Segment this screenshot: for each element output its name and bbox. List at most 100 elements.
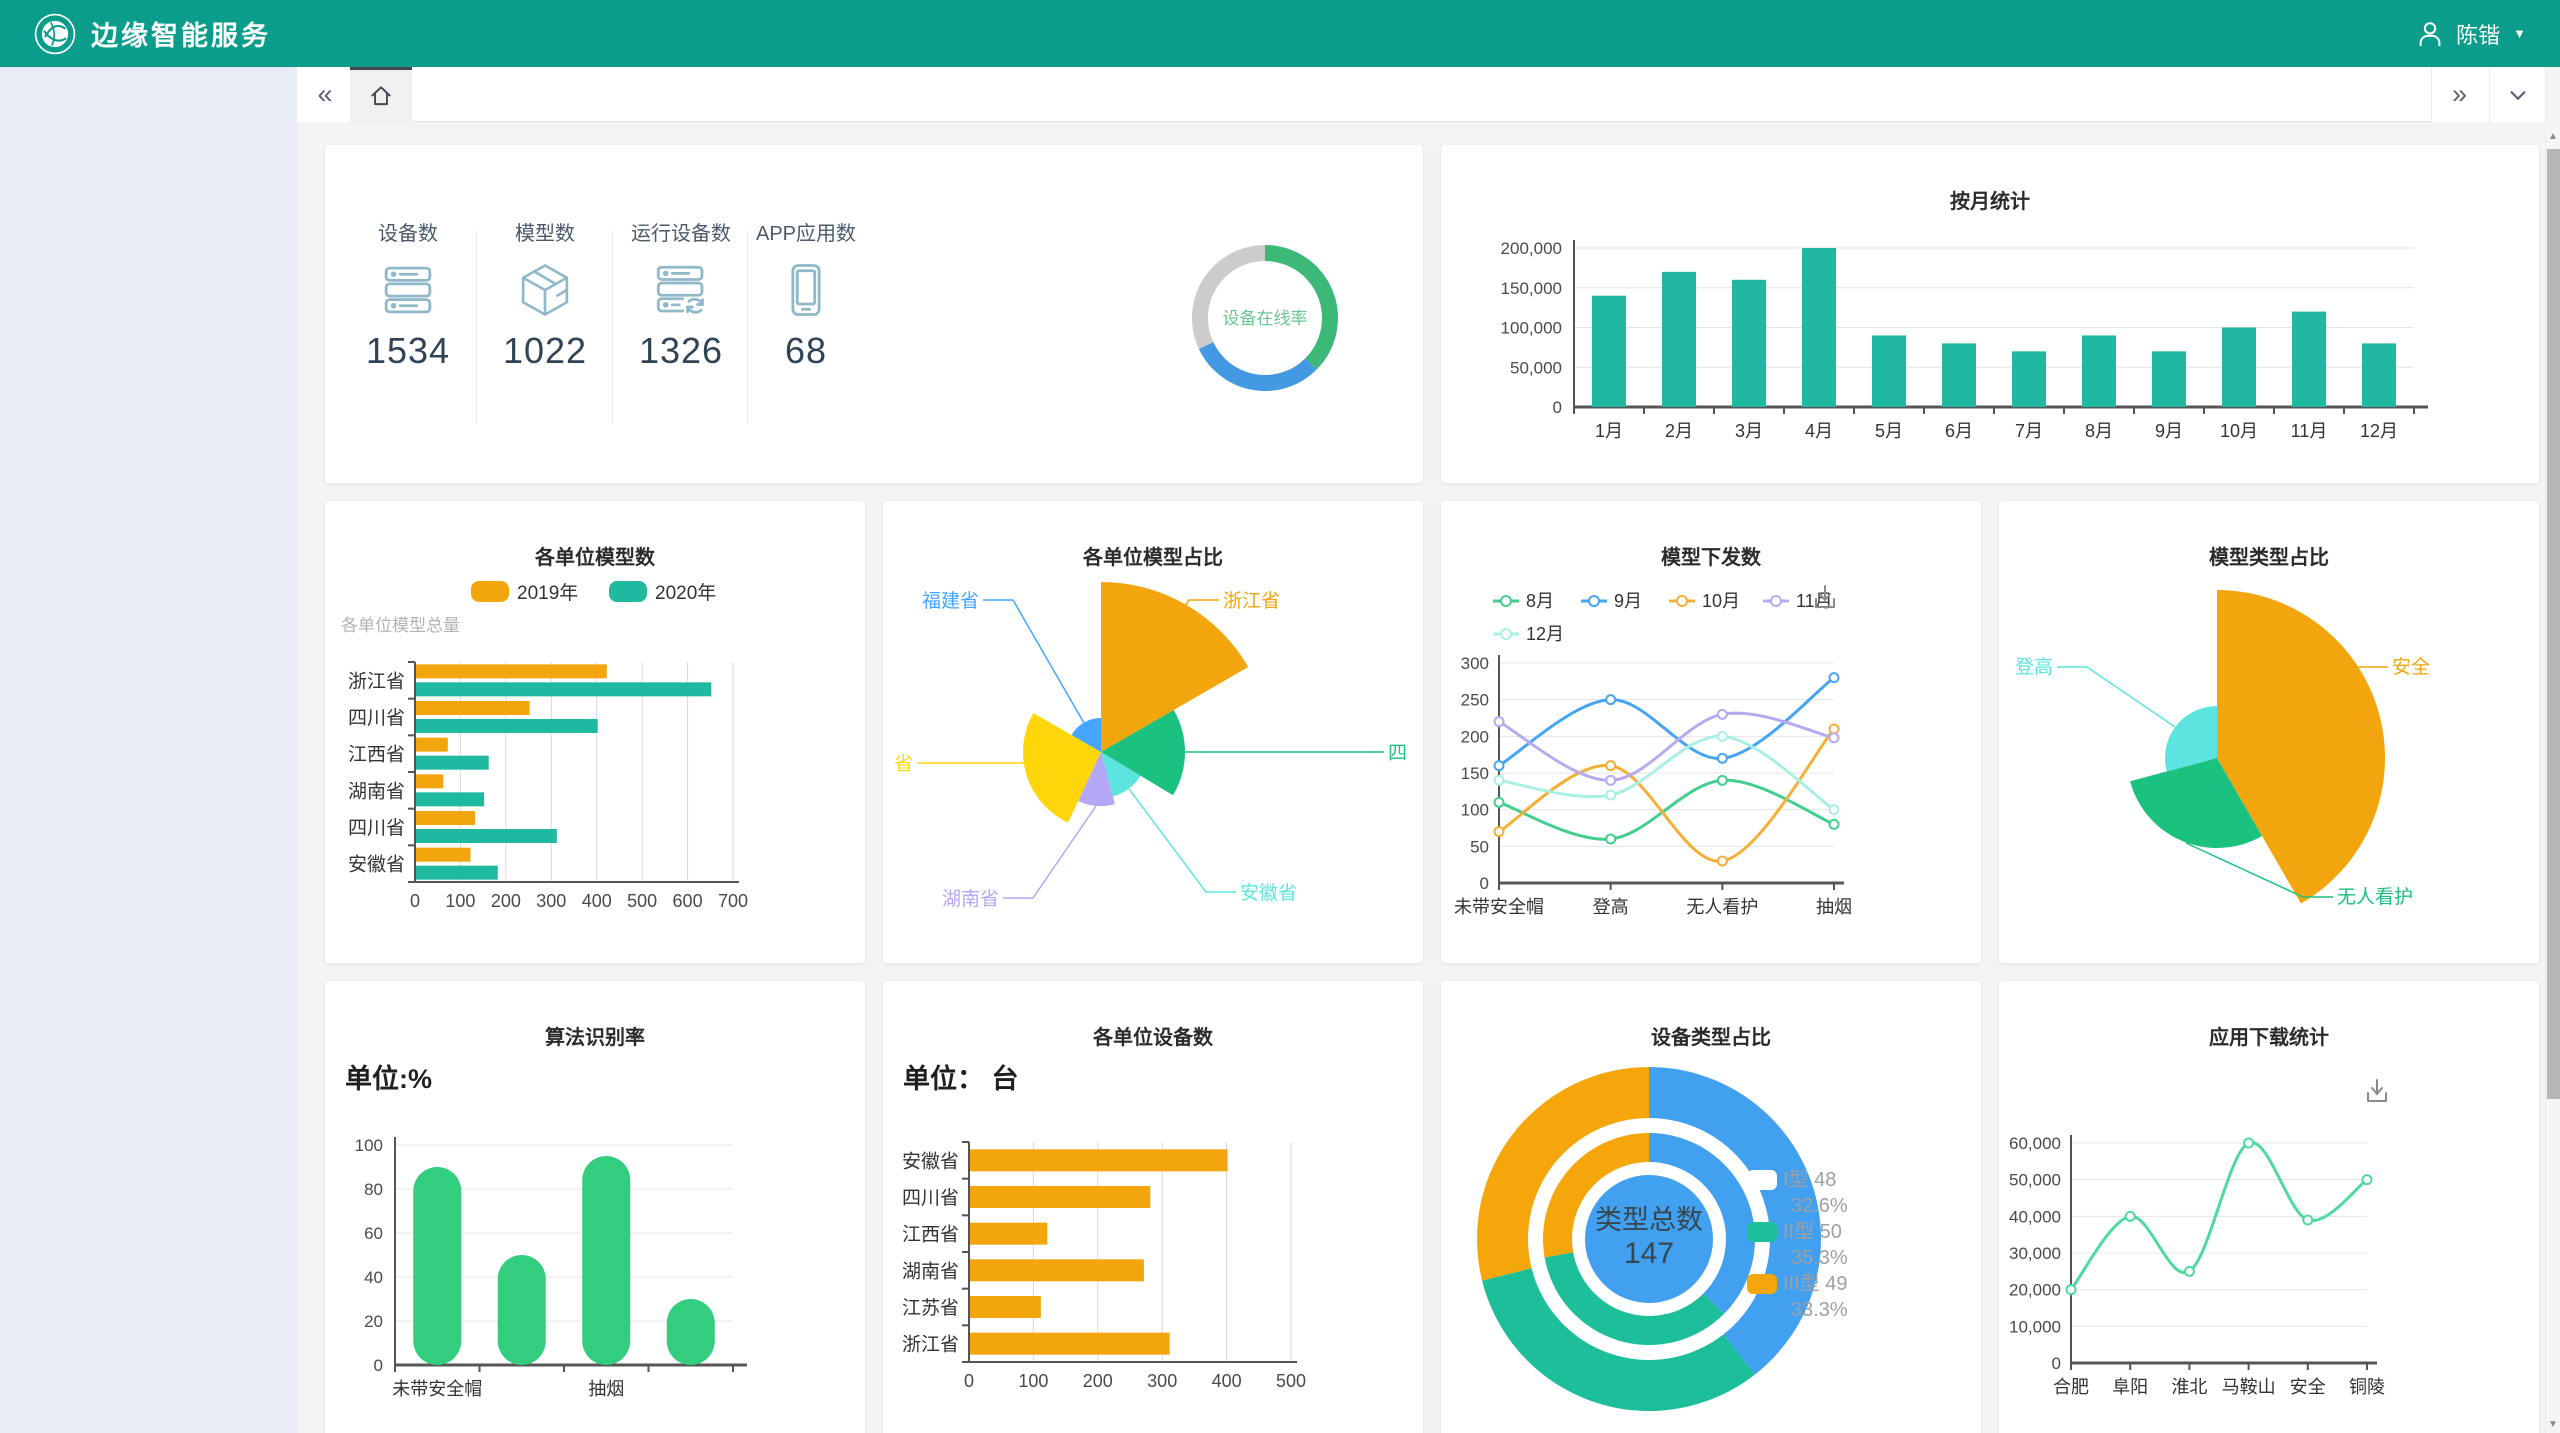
rose-sector — [1101, 752, 1141, 797]
svg-text:淮北: 淮北 — [2171, 1377, 2207, 1397]
tabs-menu-button[interactable] — [2489, 67, 2545, 122]
svg-text:未带安全帽: 未带安全帽 — [1454, 897, 1544, 917]
bar — [2082, 335, 2116, 407]
svg-text:8月: 8月 — [1526, 591, 1554, 611]
bar — [2012, 351, 2046, 407]
svg-text:抽烟: 抽烟 — [1816, 897, 1852, 917]
svg-text:无人看护: 无人看护 — [2337, 886, 2413, 908]
svg-text:300: 300 — [1461, 654, 1489, 673]
bar — [416, 829, 557, 843]
download-icon[interactable] — [1815, 585, 1835, 608]
bar — [416, 792, 485, 807]
svg-text:100: 100 — [445, 891, 475, 911]
scrollbar-down-icon[interactable]: ▼ — [2548, 1419, 2558, 1430]
svg-text:8月: 8月 — [2085, 421, 2113, 441]
card-model-type-ratio: 模型类型占比 安全 无人看护 登高 — [1999, 501, 2539, 963]
svg-text:0: 0 — [1553, 398, 1562, 417]
svg-text:安徽省: 安徽省 — [902, 1150, 959, 1172]
svg-text:150: 150 — [1461, 764, 1489, 783]
svg-text:100: 100 — [1018, 1371, 1048, 1391]
svg-text:四川省: 四川省 — [348, 707, 405, 729]
svg-text:四川省: 四川省 — [348, 817, 405, 839]
svg-text:江西省: 江西省 — [348, 744, 405, 766]
svg-text:登高: 登高 — [1593, 897, 1629, 917]
svg-text:147: 147 — [1624, 1237, 1674, 1270]
svg-text:50,000: 50,000 — [2009, 1171, 2061, 1190]
svg-text:1月: 1月 — [1595, 421, 1623, 441]
svg-text:II型 50: II型 50 — [1783, 1220, 1842, 1243]
svg-text:安全: 安全 — [2392, 656, 2430, 678]
chart-unit-note: 单位： 台 — [903, 1064, 1019, 1094]
divider — [747, 231, 748, 423]
rose-sector — [1101, 582, 1249, 752]
stat-device-count: 设备数 1534 — [333, 217, 483, 372]
stat-label: APP应用数 — [755, 223, 857, 245]
chart-unit-note: 单位:% — [345, 1064, 432, 1094]
download-icon[interactable] — [2367, 1079, 2387, 1102]
line-series — [1497, 734, 1836, 812]
navbar: 边缘智能服务 陈锴 ▼ — [0, 0, 2560, 67]
legend-swatch — [1747, 1274, 1777, 1294]
card-unit-devices: 各单位设备数 单位： 台 0 100 200 300 400 500 安徽省 四川省 江西省 湖南… — [883, 981, 1423, 1433]
svg-text:3月: 3月 — [1735, 421, 1763, 441]
tabs-scroll-left-button[interactable]: « — [297, 67, 353, 122]
chevron-down-icon — [2509, 90, 2526, 100]
user-menu[interactable]: 陈锴 ▼ — [2415, 18, 2526, 50]
scrollbar-thumb[interactable] — [2547, 149, 2560, 1099]
svg-text:合肥: 合肥 — [2053, 1377, 2089, 1397]
tab-home[interactable] — [350, 67, 412, 122]
bar — [497, 1255, 546, 1365]
bar — [666, 1299, 715, 1365]
svg-text:150,000: 150,000 — [1501, 279, 1562, 298]
svg-text:安徽省: 安徽省 — [348, 854, 405, 876]
svg-text:无人看护: 无人看护 — [1686, 897, 1758, 917]
stat-label: 运行设备数 — [631, 223, 731, 245]
rose-sector — [1078, 752, 1115, 806]
scrollbar-up-icon[interactable]: ▲ — [2548, 131, 2558, 142]
svg-text:11月: 11月 — [2291, 421, 2328, 441]
stat-running-device-count: 运行设备数 1326 — [606, 217, 756, 372]
main-area: « » 设备数 1534 模型数 — [297, 67, 2545, 1433]
card-model-dispatch: 模型下发数 0 50 100 150 200 250 300 未带安全帽 登高 无人看护 抽烟 8月 9… — [1441, 501, 1981, 963]
svg-text:40,000: 40,000 — [2009, 1207, 2061, 1226]
svg-text:50: 50 — [1470, 837, 1489, 856]
bar — [1942, 343, 1976, 407]
svg-text:200: 200 — [491, 891, 521, 911]
svg-text:400: 400 — [582, 891, 612, 911]
running-device-icon — [656, 265, 704, 314]
ring-segment — [1477, 1067, 1649, 1281]
stat-value: 1022 — [502, 330, 588, 371]
stat-label: 设备数 — [378, 223, 438, 245]
svg-text:2月: 2月 — [1665, 421, 1693, 441]
rose-sector — [1071, 718, 1101, 752]
server-icon — [384, 266, 432, 314]
scrollbar: ▲ ▼ — [2545, 67, 2560, 1433]
svg-text:700: 700 — [718, 891, 748, 911]
phone-icon — [791, 264, 821, 316]
bar — [970, 1222, 1048, 1245]
svg-text:类型总数: 类型总数 — [1595, 1205, 1703, 1235]
svg-text:9月: 9月 — [1614, 591, 1642, 611]
tabs-scroll-right-button[interactable]: » — [2431, 67, 2487, 122]
svg-text:200: 200 — [1461, 727, 1489, 746]
stat-value: 1534 — [365, 330, 451, 371]
svg-text:7月: 7月 — [2015, 421, 2043, 441]
svg-text:省: 省 — [894, 753, 913, 775]
bar — [970, 1332, 1170, 1355]
svg-text:设备在线率: 设备在线率 — [1223, 309, 1308, 328]
bar — [2152, 351, 2186, 407]
svg-text:50,000: 50,000 — [1510, 358, 1562, 377]
svg-text:阜阳: 阜阳 — [2112, 1377, 2148, 1397]
svg-text:马鞍山: 马鞍山 — [2222, 1377, 2276, 1397]
svg-text:4月: 4月 — [1805, 421, 1833, 441]
svg-text:100: 100 — [1461, 801, 1489, 820]
bar — [970, 1259, 1144, 1282]
svg-text:安全: 安全 — [2290, 1377, 2326, 1397]
bar — [416, 811, 476, 825]
svg-text:20,000: 20,000 — [2009, 1281, 2061, 1300]
bar — [970, 1296, 1041, 1318]
svg-text:四川省: 四川省 — [902, 1187, 959, 1209]
stat-value: 68 — [784, 330, 828, 371]
legend-swatch — [471, 581, 509, 602]
